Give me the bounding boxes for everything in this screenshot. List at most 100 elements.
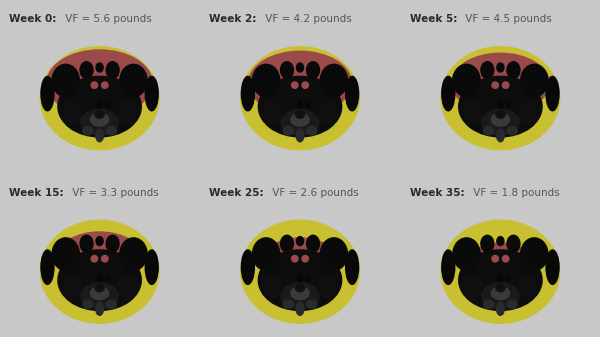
Ellipse shape [491, 255, 499, 263]
Ellipse shape [301, 255, 309, 263]
Ellipse shape [104, 101, 110, 108]
Ellipse shape [79, 235, 94, 253]
Ellipse shape [90, 286, 109, 300]
Ellipse shape [297, 100, 303, 109]
Ellipse shape [305, 275, 311, 282]
Ellipse shape [306, 299, 317, 309]
Ellipse shape [491, 81, 499, 89]
Ellipse shape [452, 64, 481, 97]
Ellipse shape [291, 81, 299, 89]
Ellipse shape [295, 110, 305, 119]
Ellipse shape [502, 255, 509, 263]
Ellipse shape [506, 299, 518, 309]
Ellipse shape [505, 275, 511, 282]
Ellipse shape [257, 249, 343, 311]
Text: VF = 5.6 pounds: VF = 5.6 pounds [62, 14, 151, 24]
Ellipse shape [441, 249, 455, 285]
Ellipse shape [252, 237, 280, 271]
Ellipse shape [518, 101, 537, 126]
Ellipse shape [306, 235, 320, 253]
Ellipse shape [297, 274, 303, 282]
Ellipse shape [481, 109, 520, 136]
Ellipse shape [290, 113, 310, 127]
Ellipse shape [40, 46, 160, 150]
Ellipse shape [95, 128, 104, 143]
Ellipse shape [318, 101, 337, 126]
Ellipse shape [545, 76, 560, 112]
Ellipse shape [506, 235, 521, 253]
Ellipse shape [91, 81, 98, 89]
Ellipse shape [496, 62, 505, 73]
Ellipse shape [451, 53, 550, 114]
Ellipse shape [440, 46, 560, 150]
Ellipse shape [40, 249, 55, 285]
Ellipse shape [63, 274, 82, 299]
Ellipse shape [520, 64, 548, 97]
Ellipse shape [252, 64, 280, 97]
Ellipse shape [57, 76, 142, 137]
Ellipse shape [480, 61, 494, 79]
Ellipse shape [101, 81, 109, 89]
Text: Week 2:: Week 2: [209, 14, 257, 24]
Ellipse shape [452, 237, 481, 271]
Ellipse shape [97, 100, 103, 109]
Ellipse shape [520, 237, 548, 271]
Ellipse shape [106, 126, 117, 135]
Ellipse shape [440, 220, 560, 324]
Ellipse shape [280, 235, 294, 253]
Ellipse shape [52, 64, 80, 97]
Ellipse shape [145, 249, 159, 285]
Ellipse shape [506, 61, 521, 79]
Ellipse shape [106, 61, 120, 79]
Ellipse shape [94, 283, 105, 293]
Ellipse shape [464, 274, 482, 299]
Ellipse shape [82, 299, 94, 309]
Ellipse shape [290, 286, 310, 300]
Ellipse shape [283, 126, 294, 135]
Ellipse shape [496, 302, 505, 316]
Ellipse shape [469, 242, 532, 281]
Ellipse shape [262, 237, 338, 284]
Ellipse shape [306, 61, 320, 79]
Ellipse shape [241, 76, 255, 112]
Ellipse shape [497, 274, 503, 282]
Ellipse shape [291, 255, 299, 263]
Ellipse shape [240, 220, 360, 324]
Ellipse shape [106, 235, 120, 253]
Ellipse shape [240, 46, 360, 150]
Ellipse shape [257, 76, 343, 137]
Ellipse shape [495, 110, 506, 119]
Ellipse shape [82, 126, 94, 135]
Ellipse shape [280, 282, 320, 309]
Ellipse shape [495, 283, 506, 293]
Text: VF = 3.3 pounds: VF = 3.3 pounds [69, 188, 159, 198]
Ellipse shape [318, 274, 337, 299]
Ellipse shape [480, 235, 494, 253]
Ellipse shape [283, 299, 294, 309]
Ellipse shape [496, 236, 505, 246]
Ellipse shape [497, 100, 503, 109]
Ellipse shape [90, 113, 109, 127]
Ellipse shape [95, 62, 104, 73]
Ellipse shape [40, 220, 160, 324]
Ellipse shape [79, 61, 94, 79]
Ellipse shape [295, 302, 305, 316]
Text: Week 25:: Week 25: [209, 188, 264, 198]
Ellipse shape [46, 49, 153, 117]
Ellipse shape [502, 81, 509, 89]
Ellipse shape [263, 101, 282, 126]
Text: VF = 1.8 pounds: VF = 1.8 pounds [470, 188, 560, 198]
Ellipse shape [481, 282, 520, 309]
Ellipse shape [295, 128, 305, 143]
Ellipse shape [40, 76, 55, 112]
Text: Week 0:: Week 0: [9, 14, 56, 24]
Ellipse shape [97, 274, 103, 282]
Ellipse shape [295, 283, 305, 293]
Ellipse shape [506, 126, 518, 135]
Ellipse shape [305, 101, 311, 108]
Ellipse shape [296, 62, 304, 73]
Ellipse shape [491, 113, 510, 127]
Ellipse shape [545, 249, 560, 285]
Ellipse shape [280, 61, 294, 79]
Ellipse shape [280, 109, 320, 136]
